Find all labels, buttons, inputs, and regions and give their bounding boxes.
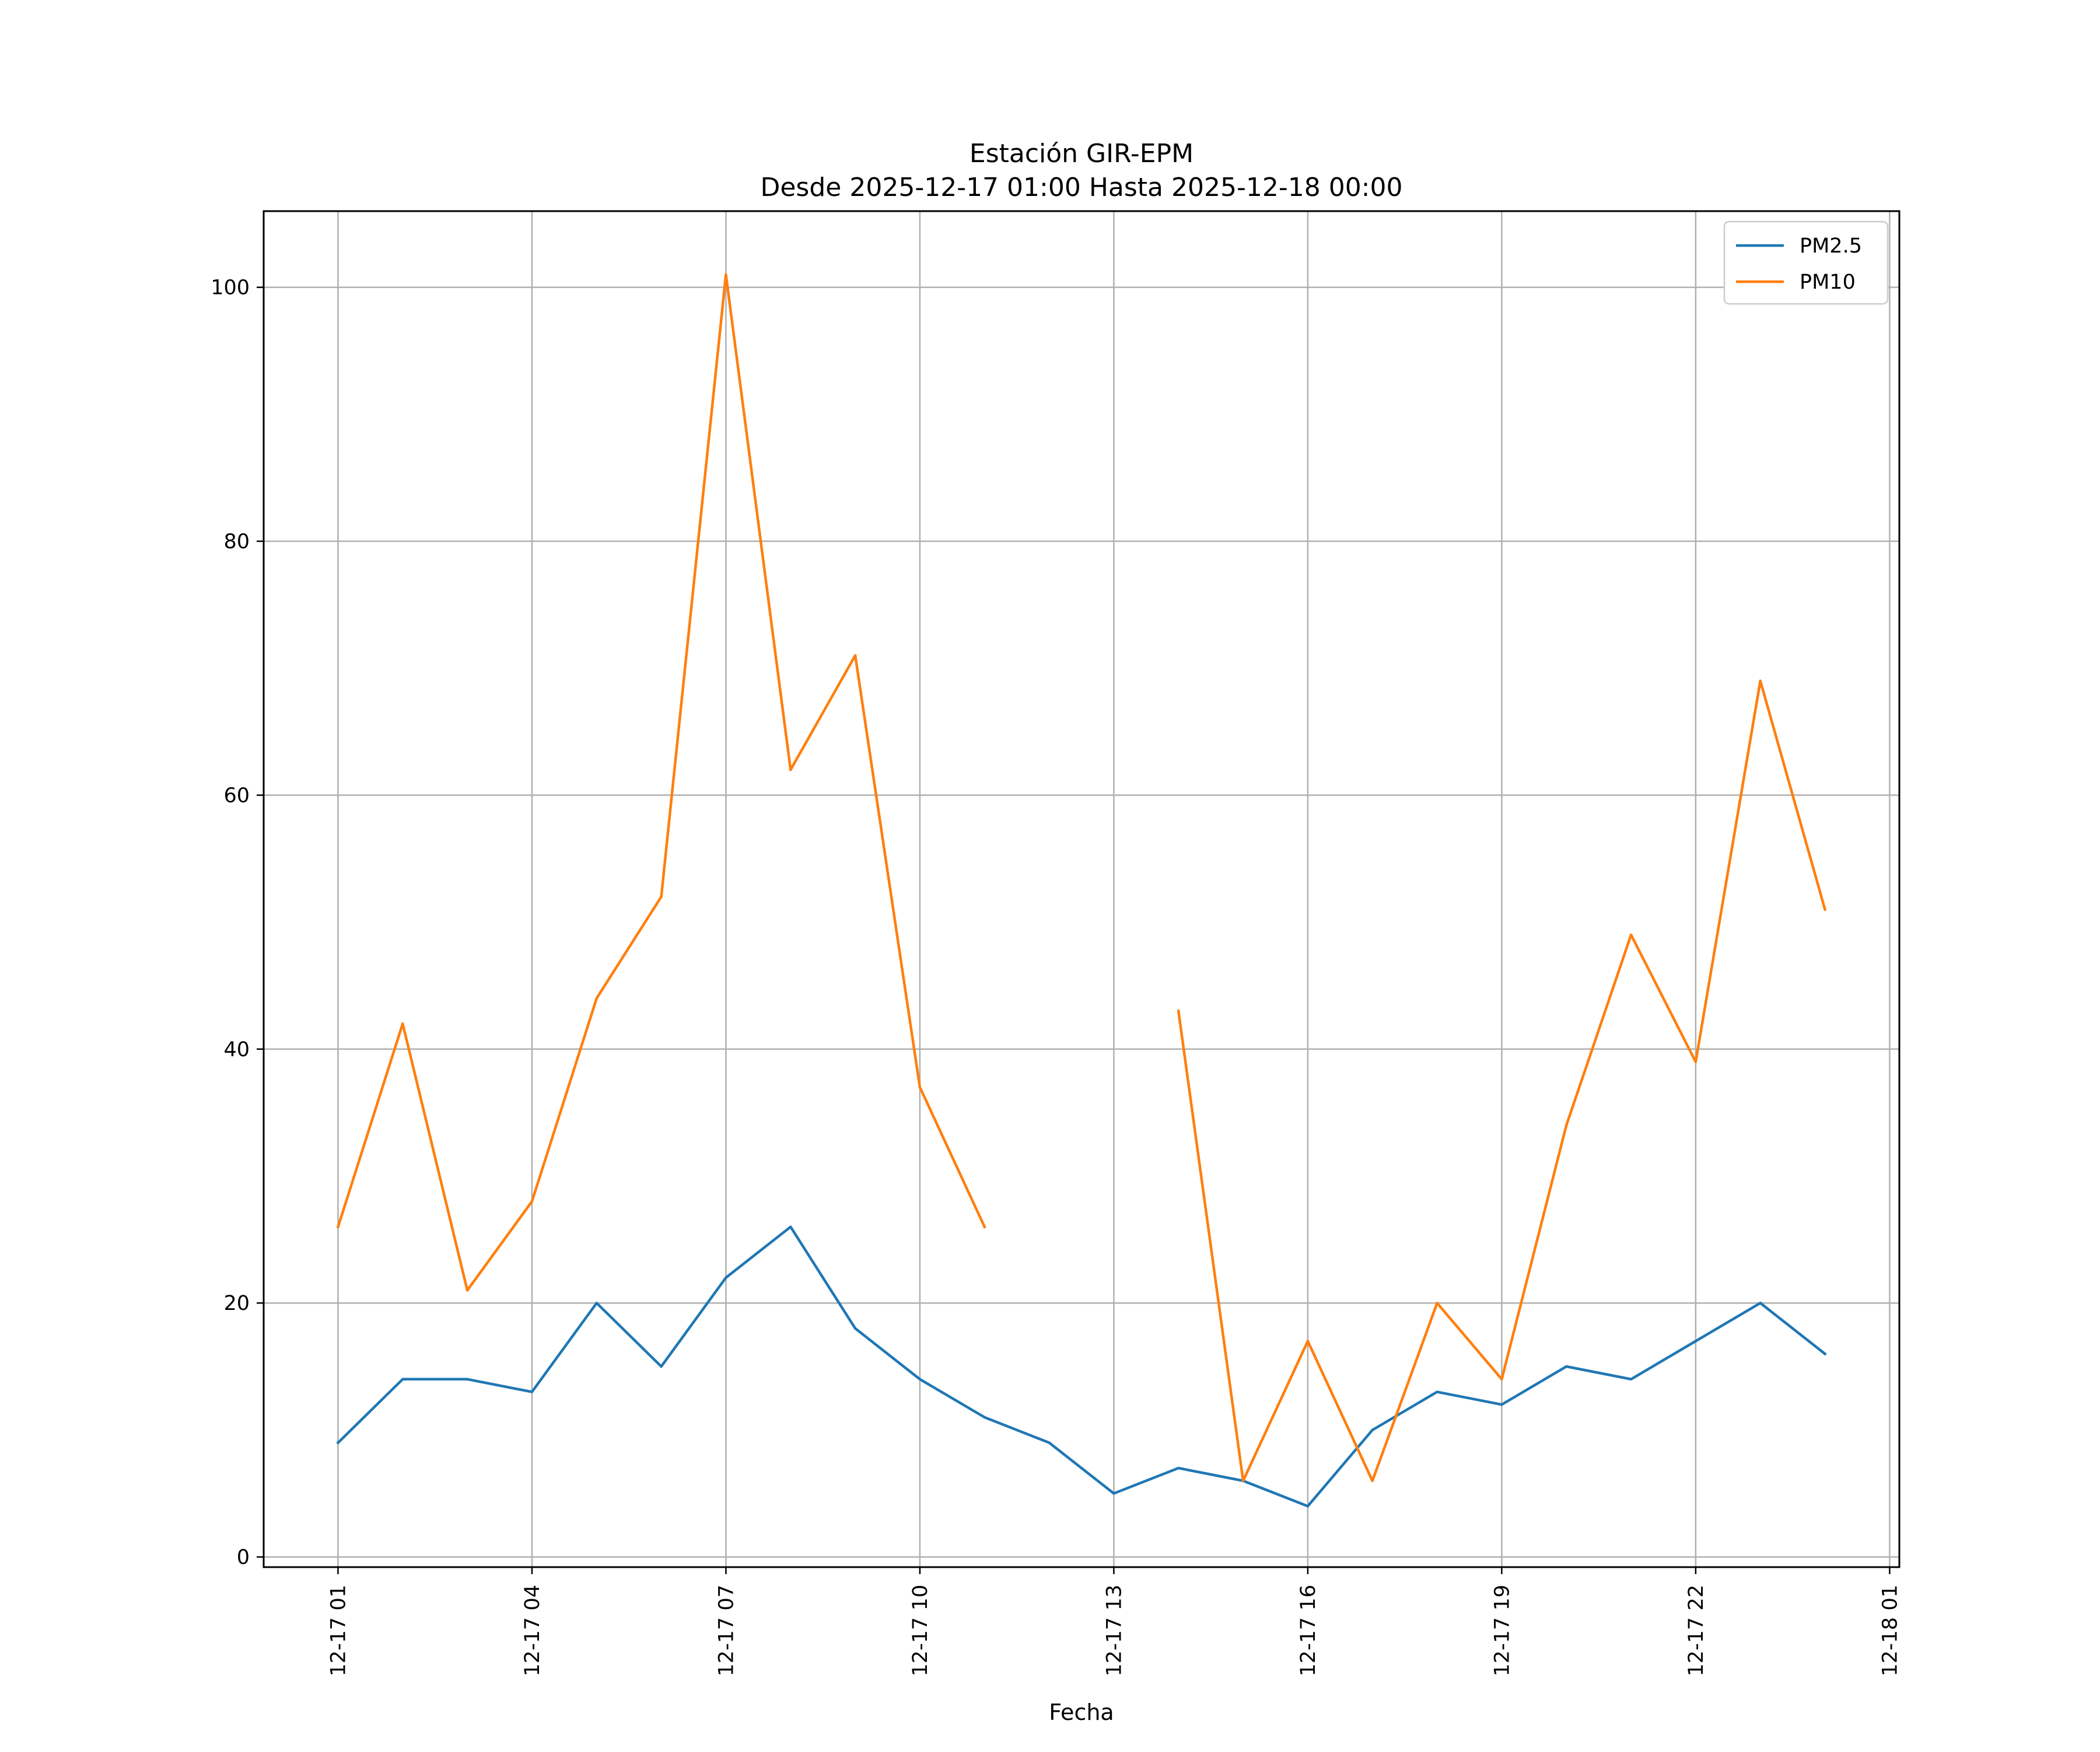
data-point-pm25 bbox=[401, 1378, 404, 1380]
data-point-pm10 bbox=[1824, 908, 1826, 911]
data-point-pm25 bbox=[983, 1415, 986, 1419]
data-point-pm10 bbox=[401, 1022, 404, 1025]
legend-label-pm25: PM2.5 bbox=[1800, 234, 1862, 258]
data-point-pm10 bbox=[918, 1085, 922, 1089]
data-point-pm25 bbox=[337, 1441, 340, 1444]
x-tick-label: 12-17 19 bbox=[1490, 1585, 1514, 1676]
data-point-pm25 bbox=[789, 1225, 792, 1228]
data-point-pm25 bbox=[1500, 1403, 1503, 1406]
data-point-pm10 bbox=[466, 1289, 469, 1292]
x-tick-label: 12-18 01 bbox=[1878, 1585, 1902, 1676]
y-tick-label: 40 bbox=[223, 1038, 250, 1061]
data-point-pm10 bbox=[853, 654, 857, 657]
data-point-pm25 bbox=[918, 1378, 922, 1380]
data-point-pm10 bbox=[983, 1225, 986, 1228]
legend-box bbox=[1723, 220, 1889, 305]
x-tick-label: 12-17 01 bbox=[327, 1585, 350, 1676]
chart-subtitle: Desde 2025-12-17 01:00 Hasta 2025-12-18 … bbox=[760, 173, 1402, 202]
data-point-pm25 bbox=[660, 1365, 663, 1368]
legend-label-pm10: PM10 bbox=[1800, 271, 1856, 294]
data-point-pm10 bbox=[1629, 933, 1633, 937]
data-point-pm25 bbox=[724, 1276, 727, 1279]
series-lines bbox=[336, 273, 1827, 1508]
y-tick-label: 20 bbox=[223, 1292, 250, 1315]
data-point-pm25 bbox=[595, 1302, 598, 1305]
series-line-pm25 bbox=[336, 1225, 1827, 1508]
x-tick-label: 12-17 10 bbox=[909, 1585, 932, 1676]
series-pm25 bbox=[336, 1225, 1827, 1508]
x-tick-label: 12-17 07 bbox=[715, 1585, 738, 1676]
x-tick-label: 12-17 22 bbox=[1685, 1585, 1708, 1676]
data-point-pm25 bbox=[1824, 1352, 1826, 1355]
y-tick-label: 80 bbox=[223, 530, 250, 553]
data-point-pm10 bbox=[1500, 1378, 1503, 1380]
axis-ticks: 12-17 01 12-17 04 12-17 07 12-17 10 12-17 13… bbox=[211, 276, 1902, 1677]
data-point-pm10 bbox=[1371, 1479, 1374, 1483]
data-point-pm10 bbox=[660, 895, 663, 898]
x-tick-label: 12-17 16 bbox=[1297, 1585, 1320, 1676]
data-point-pm25 bbox=[1112, 1492, 1115, 1495]
data-point-pm10 bbox=[1306, 1340, 1310, 1343]
data-point-pm25 bbox=[853, 1327, 857, 1330]
legend: PM2.5 PM10 bbox=[1723, 220, 1889, 305]
data-point-pm10 bbox=[789, 768, 792, 772]
data-point-pm25 bbox=[1371, 1428, 1374, 1432]
data-point-pm25 bbox=[1048, 1441, 1051, 1444]
data-point-pm25 bbox=[466, 1378, 469, 1380]
data-point-pm10 bbox=[1177, 1010, 1180, 1012]
plot-frame bbox=[262, 210, 1901, 1568]
data-point-pm25 bbox=[1306, 1505, 1310, 1508]
data-point-pm25 bbox=[1177, 1467, 1180, 1470]
y-tick-label: 0 bbox=[237, 1546, 250, 1569]
data-point-pm10 bbox=[1759, 679, 1762, 682]
x-tick-label: 12-17 13 bbox=[1102, 1585, 1126, 1676]
y-tick-label: 100 bbox=[211, 276, 250, 300]
data-point-pm25 bbox=[1629, 1378, 1633, 1380]
data-point-pm25 bbox=[1759, 1302, 1762, 1305]
series-pm10 bbox=[336, 273, 1827, 1483]
chart-title: Estación GIR-EPM bbox=[970, 139, 1194, 169]
data-point-pm10 bbox=[1694, 1060, 1698, 1063]
data-point-pm25 bbox=[1436, 1390, 1438, 1393]
data-point-pm10 bbox=[337, 1225, 340, 1228]
x-axis-label: Fecha bbox=[1049, 1700, 1114, 1725]
grid-lines bbox=[264, 211, 1899, 1567]
data-point-pm10 bbox=[1565, 1124, 1568, 1127]
data-point-pm25 bbox=[1565, 1365, 1568, 1368]
data-point-pm10 bbox=[595, 997, 598, 1000]
data-point-pm10 bbox=[1241, 1479, 1245, 1483]
data-point-pm10 bbox=[724, 273, 727, 276]
data-point-pm10 bbox=[530, 1200, 534, 1203]
data-point-pm25 bbox=[1694, 1340, 1698, 1343]
y-tick-label: 60 bbox=[223, 784, 250, 807]
data-point-pm10 bbox=[1436, 1302, 1438, 1305]
data-point-pm25 bbox=[530, 1390, 534, 1393]
x-tick-label: 12-17 04 bbox=[521, 1585, 544, 1676]
